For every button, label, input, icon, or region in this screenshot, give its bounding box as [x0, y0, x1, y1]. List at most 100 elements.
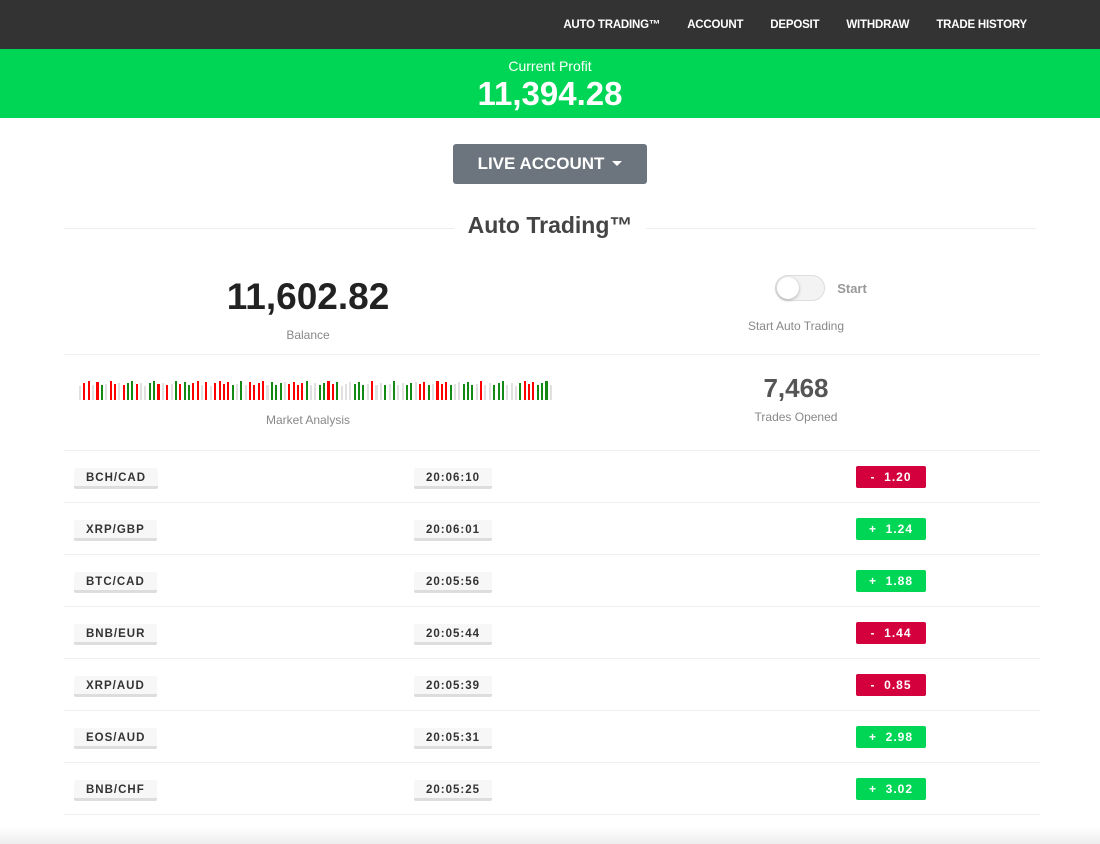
- trade-profit-loss: - 1.44: [856, 621, 926, 644]
- trade-time: 20:05:56: [414, 571, 493, 593]
- trade-time: 20:05:39: [414, 675, 493, 697]
- market-bar: [174, 381, 177, 400]
- market-bar: [340, 386, 343, 400]
- market-bar: [358, 382, 361, 400]
- trade-pair: BNB/EUR: [74, 623, 158, 645]
- nav-trade-history[interactable]: TRADE HISTORY: [936, 18, 1027, 31]
- market-bar: [432, 384, 435, 400]
- market-bar: [201, 385, 204, 400]
- market-bar: [436, 381, 439, 400]
- section-title: Auto Trading™: [453, 212, 647, 238]
- nav-account[interactable]: ACCOUNT: [687, 18, 744, 31]
- market-bar: [218, 381, 221, 400]
- market-bar: [96, 382, 99, 400]
- market-bar: [427, 385, 430, 400]
- market-bar: [283, 382, 286, 400]
- market-bar: [209, 386, 212, 400]
- market-bar: [148, 383, 151, 400]
- market-bar: [126, 383, 130, 400]
- market-bar: [105, 384, 108, 400]
- market-bar: [371, 381, 374, 400]
- market-bar: [419, 384, 422, 400]
- market-bar: [235, 384, 238, 400]
- market-bar: [183, 382, 186, 400]
- trade-time: 20:06:10: [414, 467, 493, 489]
- market-bar: [205, 382, 208, 400]
- trade-time: 20:05:44: [414, 623, 493, 645]
- trade-profit-loss: - 1.20: [856, 465, 926, 488]
- market-bar: [113, 384, 116, 400]
- market-bar: [397, 385, 400, 400]
- market-bar: [493, 385, 496, 400]
- live-account-dropdown[interactable]: LIVE ACCOUNT: [453, 144, 647, 184]
- nav-deposit[interactable]: DEPOSIT: [770, 18, 820, 31]
- market-bar: [401, 383, 404, 400]
- trade-time: 20:05:25: [414, 779, 493, 801]
- market-bar: [314, 383, 317, 400]
- market-bar: [135, 384, 138, 400]
- market-bar: [140, 383, 143, 400]
- market-bar: [253, 385, 256, 400]
- trade-time: 20:06:01: [414, 519, 493, 541]
- trade-list: BCH/CAD 20:06:10 - 1.20 XRP/GBP 20:06:01 …: [64, 451, 1040, 815]
- trade-profit-loss: + 1.88: [856, 569, 926, 592]
- market-bar: [536, 385, 539, 400]
- market-analysis-label: Market Analysis: [265, 413, 351, 427]
- market-bar: [510, 383, 513, 400]
- trade-pair: BTC/CAD: [74, 571, 157, 593]
- current-profit-banner: Current Profit 11,394.28: [0, 49, 1100, 118]
- trade-pair: BNB/CHF: [74, 779, 157, 801]
- market-bar: [305, 381, 308, 400]
- market-bar: [266, 385, 269, 400]
- market-bar: [83, 383, 86, 400]
- market-bar: [445, 382, 448, 400]
- market-bar: [532, 382, 535, 400]
- market-bar: [344, 384, 347, 400]
- market-bar: [270, 382, 273, 400]
- trades-opened-value: 7,468: [763, 373, 829, 403]
- market-bar: [379, 383, 382, 400]
- market-bar: [501, 381, 504, 400]
- auto-trading-toggle[interactable]: [775, 275, 826, 301]
- market-bar: [196, 381, 199, 400]
- market-bar: [122, 385, 125, 400]
- market-bar: [244, 385, 247, 400]
- toggle-label: Start: [837, 280, 867, 296]
- trade-row: BNB/CHF 20:05:25 + 3.02: [64, 763, 1040, 815]
- market-bar: [497, 383, 500, 400]
- market-bar: [349, 382, 352, 400]
- market-bar: [79, 386, 82, 400]
- market-bar: [301, 383, 304, 400]
- trade-row: XRP/AUD 20:05:39 - 0.85: [64, 659, 1040, 711]
- trade-row: EOS/AUD 20:05:31 + 2.98: [64, 711, 1040, 763]
- trade-profit-loss: + 3.02: [856, 777, 926, 800]
- trade-row: XRP/GBP 20:06:01 + 1.24: [64, 503, 1040, 555]
- market-bar: [240, 381, 243, 400]
- bottom-fade: [0, 826, 1100, 844]
- market-bar: [523, 381, 526, 400]
- market-bar: [449, 385, 452, 400]
- trade-row: BTC/CAD 20:05:56 + 1.88: [64, 555, 1040, 607]
- market-bar: [336, 382, 339, 400]
- market-bar: [100, 385, 103, 400]
- top-nav: AUTO TRADING™ ACCOUNT DEPOSIT WITHDRAW T…: [0, 0, 1100, 49]
- market-bar: [466, 382, 470, 400]
- trade-row: BNB/EUR 20:05:44 - 1.44: [64, 607, 1040, 659]
- market-bar: [262, 381, 265, 400]
- trade-pair: XRP/GBP: [74, 519, 157, 541]
- market-bar: [92, 385, 95, 400]
- market-bar: [214, 383, 217, 400]
- market-bar: [471, 385, 474, 400]
- balance-value: 11,602.82: [226, 276, 390, 317]
- nav-auto-trading[interactable]: AUTO TRADING™: [563, 18, 661, 31]
- market-bar: [192, 383, 195, 400]
- market-bar: [144, 386, 147, 400]
- market-bar: [161, 383, 164, 400]
- market-bar: [440, 384, 443, 400]
- market-bar: [405, 385, 409, 400]
- nav-withdraw[interactable]: WITHDRAW: [846, 18, 910, 31]
- market-bar: [410, 383, 413, 400]
- trade-profit-loss: - 0.85: [856, 673, 926, 696]
- market-bar: [453, 384, 456, 400]
- market-bar: [249, 382, 252, 400]
